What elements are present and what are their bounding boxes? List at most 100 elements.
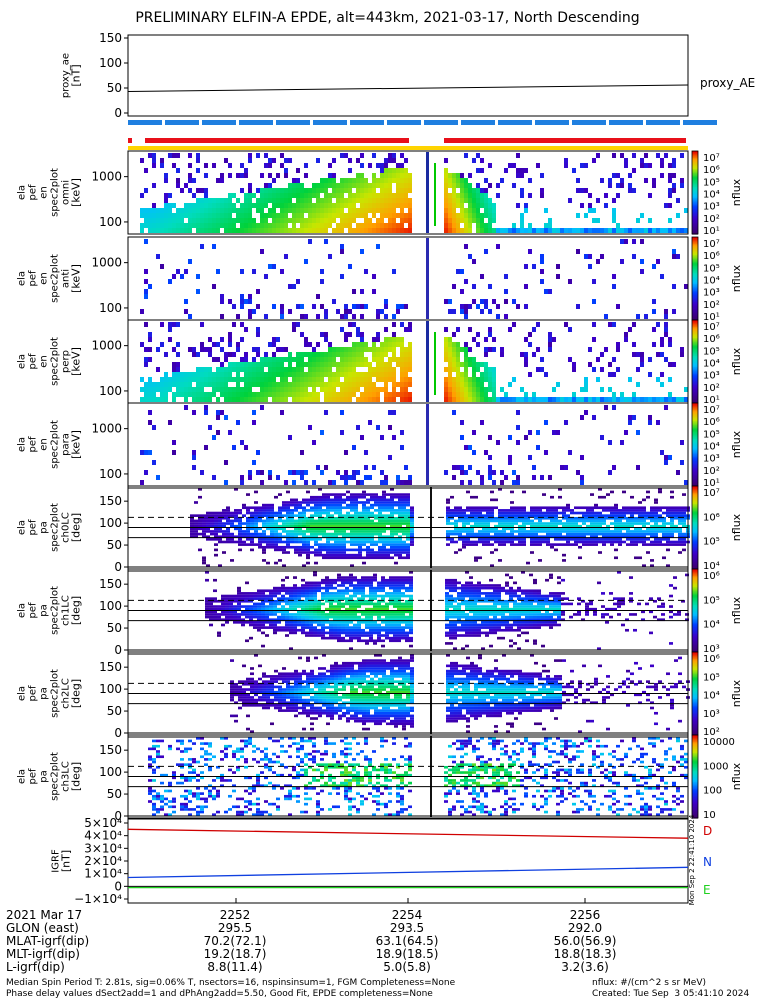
spectrogram-cell bbox=[668, 178, 672, 183]
pitch-angle-cell bbox=[290, 516, 294, 520]
spectrogram-cell bbox=[240, 322, 244, 327]
spectrogram-cell bbox=[204, 203, 208, 208]
spectrogram-cell bbox=[372, 392, 376, 397]
pitch-angle-cell bbox=[530, 538, 534, 541]
spectrogram-cell bbox=[332, 347, 336, 352]
spectrogram-ylabel: spec2plot bbox=[50, 168, 61, 217]
colorbar-segment bbox=[692, 278, 698, 281]
pitch-angle-cell bbox=[542, 524, 546, 528]
spectrogram-cell bbox=[452, 193, 456, 198]
pitch-angle-cell bbox=[678, 527, 682, 531]
colorbar-segment bbox=[692, 492, 698, 495]
pitch-angle-cell bbox=[330, 493, 334, 496]
pitch-angle-cell bbox=[225, 610, 229, 614]
spectrogram-cell bbox=[332, 173, 336, 178]
pitch-angle-cell bbox=[482, 532, 486, 536]
pitch-angle-cell bbox=[326, 524, 330, 528]
colorbar-segment bbox=[692, 564, 698, 567]
colorbar-segment bbox=[692, 257, 698, 260]
spectrogram-cell bbox=[452, 410, 456, 415]
pitch-angle-cell bbox=[410, 540, 414, 544]
pitch-angle-cell bbox=[250, 522, 254, 525]
pitch-angle-cell bbox=[265, 615, 269, 619]
pitch-angle-cell bbox=[614, 516, 618, 520]
status-bar-blue-segment bbox=[128, 120, 162, 125]
spectrogram-cell bbox=[388, 173, 392, 178]
pitch-angle-cell bbox=[466, 540, 470, 544]
pitch-angle-cell bbox=[317, 623, 321, 627]
spectrogram-cell bbox=[468, 392, 472, 397]
pitch-angle-cell bbox=[362, 514, 366, 517]
spectrogram-cell bbox=[344, 352, 348, 357]
colorbar-tick-label: 10⁷ bbox=[703, 153, 720, 164]
spectrogram-cell bbox=[444, 337, 448, 342]
pitch-angle-cell bbox=[410, 514, 414, 517]
pitch-angle-cell bbox=[350, 548, 354, 552]
spectrogram-cell bbox=[264, 213, 268, 218]
spectrogram-cell bbox=[636, 218, 640, 223]
pitch-angle-cell bbox=[642, 535, 646, 539]
pitch-angle-cell bbox=[285, 618, 289, 622]
pitch-angle-cell bbox=[302, 535, 306, 539]
pitch-angle-cell bbox=[382, 490, 386, 494]
spectrogram-cell bbox=[268, 470, 272, 475]
spectrogram-cell bbox=[352, 198, 356, 203]
pitch-angle-cell bbox=[642, 540, 646, 544]
spectrogram-cell bbox=[512, 397, 516, 402]
pitch-angle-cell bbox=[238, 543, 242, 546]
spectrogram-cell bbox=[468, 480, 472, 485]
spectrogram-cell bbox=[492, 382, 496, 387]
spectrogram-cell bbox=[192, 377, 196, 382]
pitch-angle-cell bbox=[402, 543, 406, 546]
spectrogram-cell bbox=[344, 377, 348, 382]
pitch-angle-cell bbox=[590, 530, 594, 533]
spectrogram-cell bbox=[652, 397, 656, 402]
spectrogram-cell bbox=[456, 183, 460, 188]
spectrogram-cell bbox=[268, 367, 272, 372]
pitch-angle-cell bbox=[326, 538, 330, 541]
pitch-angle-cell bbox=[646, 551, 650, 554]
spectrogram-cell bbox=[388, 208, 392, 213]
pitch-angle-cell bbox=[317, 599, 321, 603]
pitch-angle-cell bbox=[254, 522, 258, 525]
spectrogram-cell bbox=[192, 213, 196, 218]
spectrogram-cell bbox=[212, 382, 216, 387]
proxy-ae-axes bbox=[127, 34, 689, 117]
colorbar-segment bbox=[692, 418, 698, 421]
spectrogram-cell bbox=[460, 470, 464, 475]
pitch-angle-cell bbox=[614, 524, 618, 528]
spectrogram-cell bbox=[300, 470, 304, 475]
spectrogram-cell bbox=[632, 188, 636, 193]
pitch-angle-cell bbox=[482, 538, 486, 541]
pitch-angle-cell bbox=[313, 605, 317, 608]
spectrogram-cell bbox=[456, 269, 460, 274]
pitch-angle-cell bbox=[678, 540, 682, 544]
pitch-angle-cell bbox=[246, 509, 250, 512]
pitch-angle-cell bbox=[410, 511, 414, 515]
pitch-angle-cell bbox=[502, 522, 506, 525]
spectrogram-cell bbox=[468, 397, 472, 402]
spectrogram-cell bbox=[204, 173, 208, 178]
pitch-angle-cell bbox=[446, 543, 450, 546]
colorbar bbox=[691, 150, 699, 235]
spectrogram-cell bbox=[372, 183, 376, 188]
pitch-angle-cell bbox=[614, 540, 618, 544]
spectrogram-cell bbox=[336, 397, 340, 402]
pitch-angle-cell bbox=[233, 621, 237, 624]
colorbar-segment bbox=[692, 487, 698, 490]
colorbar-segment bbox=[692, 371, 698, 374]
pitch-angle-cell bbox=[314, 519, 318, 523]
spectrogram-cell bbox=[532, 475, 536, 480]
pitch-angle-cell bbox=[374, 501, 378, 504]
spectrogram-cell bbox=[596, 153, 600, 158]
pitch-angle-cell bbox=[285, 615, 289, 619]
pitch-angle-cell bbox=[218, 524, 222, 528]
pitch-angle-cell bbox=[298, 540, 302, 544]
pitch-angle-cell bbox=[490, 509, 494, 512]
spectrogram-cell bbox=[200, 228, 204, 233]
pitch-angle-cell bbox=[566, 532, 570, 536]
spectrogram-cell bbox=[464, 183, 468, 188]
spectrogram-cell bbox=[488, 397, 492, 402]
pitch-angle-cell bbox=[614, 532, 618, 536]
pitch-angle-cell bbox=[682, 538, 686, 541]
